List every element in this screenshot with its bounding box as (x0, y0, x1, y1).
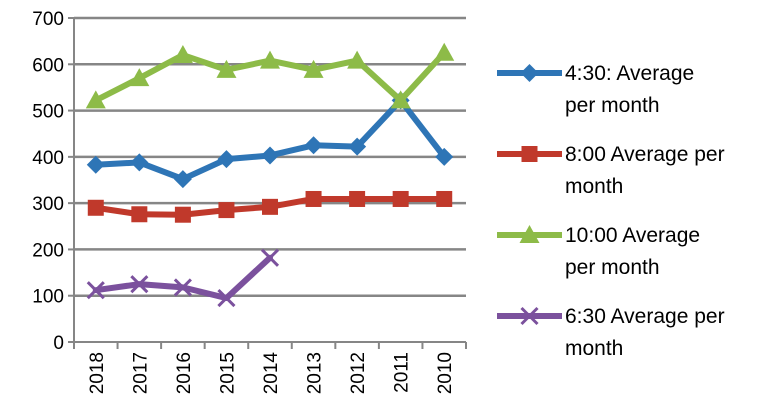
data-point (260, 248, 280, 267)
series-line (92, 97, 448, 183)
series-2 (87, 190, 453, 223)
x-tick-label: 2012 (348, 352, 369, 394)
data-point (390, 90, 411, 109)
y-tick-label: 600 (32, 55, 64, 76)
series-3 (85, 42, 455, 109)
data-point (392, 190, 409, 207)
y-tick-label: 300 (32, 194, 64, 215)
y-tick-label: 500 (32, 102, 64, 123)
data-point (435, 147, 454, 166)
legend-marker (519, 225, 540, 243)
x-tick-label: 2010 (435, 352, 456, 394)
data-point (348, 137, 367, 156)
data-point (218, 202, 235, 219)
data-point (173, 170, 192, 189)
y-tick-label: 200 (32, 240, 64, 261)
legend-item-4: 6:30 Average per month (497, 305, 725, 360)
data-point (87, 199, 104, 216)
series-layer (85, 42, 455, 308)
data-point (349, 190, 366, 207)
y-axis-tick-labels: 0 100 200 300 400 500 600 700 (32, 9, 64, 354)
legend-item-1: 4:30: Average per month (497, 62, 694, 117)
data-point (305, 190, 322, 207)
data-point (434, 42, 455, 61)
y-tick-label: 100 (32, 287, 64, 308)
legend-label: 8:00 Average per (565, 143, 725, 166)
x-tick-label: 2011 (392, 352, 413, 393)
data-point (217, 288, 236, 308)
data-point (174, 206, 191, 223)
legend-marker (521, 146, 538, 162)
data-point (86, 155, 105, 174)
legend-label: per month (565, 94, 660, 117)
legend-item-2: 8:00 Average per month (497, 143, 725, 198)
data-point (260, 50, 280, 69)
x-tick-label: 2015 (217, 352, 238, 394)
x-tick-label: 2017 (130, 352, 151, 394)
x-tick-label: 2018 (87, 352, 108, 394)
data-point (130, 275, 149, 294)
y-tick-label: 400 (32, 148, 64, 169)
data-point (262, 198, 278, 215)
data-point (304, 136, 323, 155)
data-point (261, 146, 279, 165)
x-axis-tick-labels: 2018 2017 2016 2015 2014 2013 2012 2011 2010 (87, 352, 456, 395)
legend-marker (520, 64, 539, 82)
legend-label: month (565, 175, 623, 198)
x-tick-label: 2014 (261, 352, 282, 395)
data-point (130, 153, 149, 172)
legend-label: 4:30: Average (565, 62, 694, 85)
data-point (216, 59, 237, 78)
x-tick-label: 2013 (305, 352, 326, 394)
data-point (85, 90, 106, 109)
data-point (347, 50, 368, 69)
legend-label: month (565, 337, 623, 360)
legend-label: per month (565, 256, 660, 279)
y-tick-label: 700 (32, 9, 64, 30)
axes (68, 17, 467, 349)
y-tick-label: 0 (53, 333, 64, 354)
data-point (173, 278, 192, 297)
data-point (129, 68, 150, 87)
series-line (92, 254, 273, 302)
legend-marker (520, 306, 539, 326)
data-point (303, 59, 324, 78)
legend: 4:30: Average per month 8:00 Average per mo… (497, 62, 725, 360)
data-point (131, 206, 148, 223)
legend-label: 6:30 Average per (565, 305, 725, 328)
x-tick-label: 2016 (174, 352, 195, 394)
legend-label: 10:00 Average (565, 224, 700, 247)
series-4 (86, 248, 280, 308)
data-point (172, 45, 193, 64)
legend-item-3: 10:00 Average per month (497, 224, 700, 279)
data-point (86, 281, 105, 300)
data-point (217, 150, 236, 169)
data-point (436, 190, 453, 207)
